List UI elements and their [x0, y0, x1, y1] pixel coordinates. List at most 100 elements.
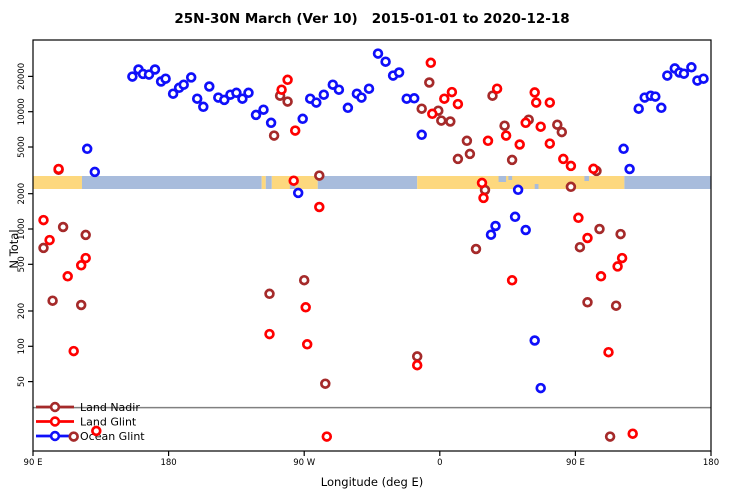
data-point-land_nadir [552, 119, 563, 130]
chart-title: 25N-30N March (Ver 10) 2015-01-01 to 202… [174, 11, 570, 27]
data-point-land_glint [616, 252, 628, 264]
data-point-land_glint [544, 97, 556, 108]
data-point-ocean_glint [265, 117, 277, 129]
data-point-land_glint [595, 271, 607, 282]
coast-band-ocean [317, 176, 418, 189]
data-point-land_glint [80, 252, 91, 264]
data-point-land_glint [612, 261, 623, 272]
data-point-land_nadir [499, 120, 510, 131]
data-point-ocean_glint [258, 104, 269, 115]
data-point-ocean_glint [416, 129, 427, 141]
legend-marker-ocean_glint [49, 430, 61, 442]
coast-band-ocean [265, 176, 272, 189]
data-point-ocean_glint [624, 163, 635, 175]
data-point-land_nadir [506, 154, 518, 166]
data-point-land_glint [288, 175, 299, 186]
data-point-ocean_glint [520, 224, 531, 236]
x-tick-label: 90 E [566, 458, 585, 468]
data-point-land_glint [535, 121, 546, 132]
data-point-land_nadir [416, 103, 427, 114]
plot-border [32, 39, 712, 452]
data-point-land_nadir [38, 242, 49, 254]
data-point-land_nadir [615, 228, 626, 240]
data-point-ocean_glint [485, 229, 497, 240]
data-point-land_nadir [80, 229, 91, 241]
data-point-land_nadir [75, 299, 87, 311]
data-point-land_glint [529, 87, 540, 98]
y-tick-label: 20000 [17, 63, 27, 90]
data-point-land_glint [446, 86, 458, 98]
data-point-land_glint [452, 98, 464, 110]
x-tick-label: 180 [703, 458, 719, 468]
data-point-ocean_glint [198, 101, 209, 113]
data-point-land_glint [411, 359, 423, 371]
data-point-land_glint [75, 260, 87, 271]
legend-label: Ocean Glint [80, 430, 145, 443]
data-point-land_nadir [268, 130, 280, 141]
data-point-ocean_glint [318, 89, 330, 100]
data-point-land_glint [530, 97, 542, 108]
data-point-ocean_glint [686, 62, 697, 73]
data-point-land_nadir [556, 126, 568, 138]
data-point-land_nadir [424, 77, 435, 88]
data-point-ocean_glint [89, 166, 101, 178]
data-point-land_nadir [452, 153, 464, 165]
data-point-land_glint [314, 201, 325, 213]
data-point-land_glint [514, 139, 525, 150]
data-point-ocean_glint [363, 83, 375, 94]
coast-band-ocean [81, 176, 262, 189]
data-point-land_nadir [298, 274, 310, 286]
data-point-land_glint [627, 428, 638, 439]
data-point-ocean_glint [662, 70, 673, 81]
coast-band-land [261, 176, 266, 189]
data-point-land_glint [500, 130, 512, 141]
y-tick-label: 100 [17, 338, 27, 354]
data-point-land_nadir [47, 295, 58, 306]
data-point-ocean_glint [178, 79, 189, 90]
data-point-land_nadir [314, 170, 325, 181]
data-point-ocean_glint [81, 143, 93, 155]
data-point-land_glint [582, 232, 593, 244]
data-point-land_glint [603, 346, 614, 358]
data-point-ocean_glint [509, 211, 521, 223]
data-point-land_nadir [411, 351, 423, 362]
data-point-ocean_glint [650, 91, 661, 102]
data-point-land_nadir [57, 221, 69, 233]
data-point-land_glint [439, 93, 450, 104]
data-point-ocean_glint [237, 93, 248, 104]
data-point-ocean_glint [633, 103, 644, 114]
data-point-land_glint [588, 163, 599, 175]
data-point-ocean_glint [149, 64, 161, 75]
data-point-ocean_glint [292, 187, 304, 199]
data-point-land_nadir [487, 90, 498, 101]
data-point-ocean_glint [618, 143, 629, 155]
coast-band-land [33, 176, 82, 189]
data-point-land_glint [38, 214, 49, 226]
data-point-ocean_glint [127, 71, 138, 82]
data-point-ocean_glint [167, 88, 179, 99]
coast-band-notch [289, 183, 296, 189]
data-point-ocean_glint [160, 73, 171, 84]
legend-marker-land_nadir [49, 401, 61, 413]
data-point-land_glint [544, 138, 556, 149]
data-point-ocean_glint [678, 68, 690, 79]
data-point-land_glint [264, 328, 275, 340]
data-point-ocean_glint [219, 94, 230, 106]
data-point-ocean_glint [535, 382, 546, 394]
data-point-ocean_glint [191, 93, 203, 104]
data-point-land_nadir [436, 115, 447, 126]
data-point-land_nadir [282, 96, 293, 107]
data-point-land_nadir [582, 297, 593, 308]
data-point-ocean_glint [356, 92, 367, 103]
y-tick-label: 50 [17, 376, 27, 387]
data-point-ocean_glint [231, 87, 242, 99]
data-point-ocean_glint [698, 73, 709, 84]
data-point-ocean_glint [656, 102, 667, 114]
data-point-land_glint [276, 84, 287, 95]
data-point-land_nadir [320, 378, 331, 389]
data-point-land_glint [427, 108, 438, 120]
data-point-land_nadir [464, 148, 476, 160]
data-point-land_glint [506, 275, 518, 286]
data-point-land_glint [558, 153, 569, 165]
data-point-land_glint [44, 234, 55, 246]
